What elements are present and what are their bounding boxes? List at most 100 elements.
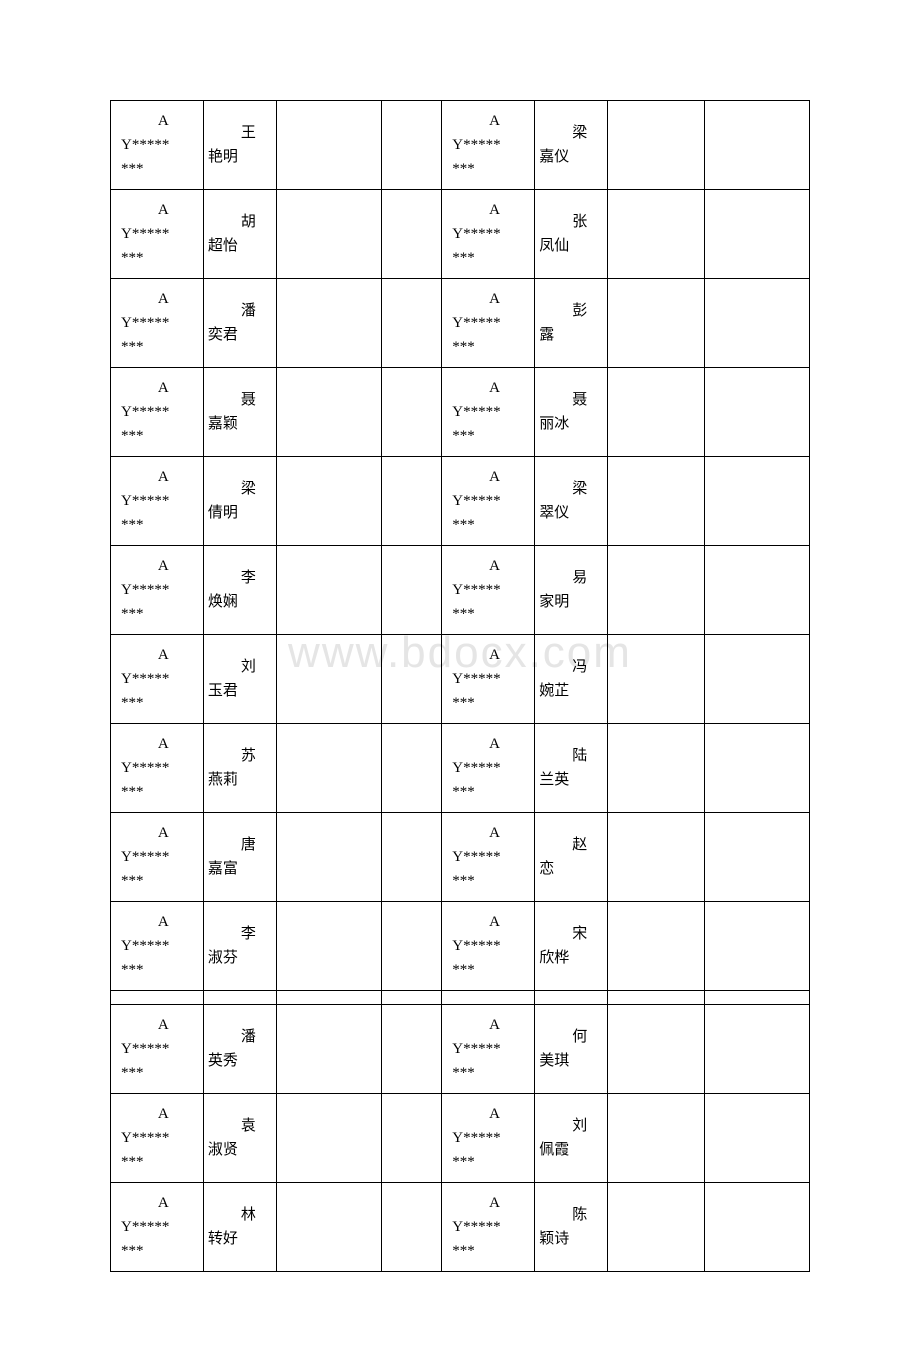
names-table: AY********王艳明 AY********梁嘉仪 AY********胡超…: [110, 100, 810, 1272]
empty-cell: [704, 1005, 809, 1094]
code-cell: AY********: [111, 190, 204, 279]
empty-cell: [381, 279, 442, 368]
empty-cell: [535, 991, 608, 1005]
code-cell: AY********: [442, 724, 535, 813]
empty-cell: [607, 101, 704, 190]
name-cell: 张凤仙: [535, 190, 608, 279]
empty-cell: [276, 546, 381, 635]
empty-cell: [704, 546, 809, 635]
code-cell: AY********: [111, 279, 204, 368]
empty-cell: [607, 813, 704, 902]
code-cell: AY********: [442, 1183, 535, 1272]
code-cell: AY********: [442, 813, 535, 902]
code-cell: AY********: [111, 368, 204, 457]
name-cell: 林转好: [203, 1183, 276, 1272]
empty-cell: [704, 457, 809, 546]
empty-cell: [607, 991, 704, 1005]
empty-cell: [276, 190, 381, 279]
empty-cell: [276, 1183, 381, 1272]
name-cell: 聂嘉颖: [203, 368, 276, 457]
empty-cell: [704, 635, 809, 724]
name-cell: 聂丽冰: [535, 368, 608, 457]
table-row: AY********王艳明 AY********梁嘉仪: [111, 101, 810, 190]
code-cell: AY********: [442, 368, 535, 457]
empty-cell: [381, 1183, 442, 1272]
code-cell: AY********: [111, 635, 204, 724]
empty-cell: [607, 546, 704, 635]
empty-cell: [607, 457, 704, 546]
table-row: AY********聂嘉颖 AY********聂丽冰: [111, 368, 810, 457]
code-cell: AY********: [111, 101, 204, 190]
code-cell: AY********: [442, 190, 535, 279]
table-row: AY********唐嘉富 AY********赵恋: [111, 813, 810, 902]
name-cell: 何美琪: [535, 1005, 608, 1094]
empty-cell: [704, 724, 809, 813]
code-cell: AY********: [111, 1094, 204, 1183]
name-cell: 王艳明: [203, 101, 276, 190]
empty-cell: [607, 1005, 704, 1094]
empty-cell: [381, 1005, 442, 1094]
table-row: AY********李焕娴 AY********易家明: [111, 546, 810, 635]
name-cell: 冯婉芷: [535, 635, 608, 724]
name-cell: 潘奕君: [203, 279, 276, 368]
empty-cell: [276, 635, 381, 724]
name-cell: 赵恋: [535, 813, 608, 902]
table-row: AY********胡超怡 AY********张凤仙: [111, 190, 810, 279]
code-cell: AY********: [442, 635, 535, 724]
empty-cell: [704, 813, 809, 902]
code-cell: AY********: [111, 546, 204, 635]
empty-cell: [607, 724, 704, 813]
empty-cell: [276, 991, 381, 1005]
name-cell: 胡超怡: [203, 190, 276, 279]
empty-cell: [607, 635, 704, 724]
empty-cell: [381, 991, 442, 1005]
code-cell: AY********: [111, 1005, 204, 1094]
name-cell: 李淑芬: [203, 902, 276, 991]
name-cell: 梁倩明: [203, 457, 276, 546]
table-row: AY********潘英秀 AY********何美琪: [111, 1005, 810, 1094]
empty-cell: [381, 457, 442, 546]
empty-cell: [276, 279, 381, 368]
name-cell: 李焕娴: [203, 546, 276, 635]
empty-cell: [704, 190, 809, 279]
name-cell: 陈颖诗: [535, 1183, 608, 1272]
code-cell: AY********: [442, 902, 535, 991]
table-row: AY********李淑芬 AY********宋欣桦: [111, 902, 810, 991]
name-cell: 刘玉君: [203, 635, 276, 724]
empty-cell: [276, 902, 381, 991]
empty-cell: [704, 902, 809, 991]
code-cell: AY********: [111, 724, 204, 813]
empty-cell: [276, 1005, 381, 1094]
empty-cell: [276, 1094, 381, 1183]
code-cell: AY********: [442, 101, 535, 190]
empty-cell: [381, 813, 442, 902]
name-cell: 宋欣桦: [535, 902, 608, 991]
empty-cell: [607, 368, 704, 457]
name-cell: 陆兰英: [535, 724, 608, 813]
empty-cell: [381, 1094, 442, 1183]
code-cell: AY********: [442, 1094, 535, 1183]
empty-cell: [704, 279, 809, 368]
table-row: AY********潘奕君 AY********彭露: [111, 279, 810, 368]
name-cell: 苏燕莉: [203, 724, 276, 813]
code-cell: AY********: [442, 1005, 535, 1094]
name-cell: 易家明: [535, 546, 608, 635]
table-row: AY********苏燕莉 AY********陆兰英: [111, 724, 810, 813]
empty-cell: [704, 1094, 809, 1183]
empty-cell: [607, 279, 704, 368]
empty-cell: [704, 991, 809, 1005]
empty-cell: [276, 101, 381, 190]
empty-cell: [381, 101, 442, 190]
empty-cell: [704, 101, 809, 190]
empty-cell: [381, 368, 442, 457]
table-row: AY********袁淑贤 AY********刘佩霞: [111, 1094, 810, 1183]
code-cell: AY********: [442, 279, 535, 368]
name-cell: 唐嘉富: [203, 813, 276, 902]
empty-cell: [276, 813, 381, 902]
empty-cell: [381, 635, 442, 724]
empty-cell: [607, 1094, 704, 1183]
table-row: AY********刘玉君 AY********冯婉芷: [111, 635, 810, 724]
name-cell: 袁淑贤: [203, 1094, 276, 1183]
code-cell: AY********: [111, 457, 204, 546]
empty-cell: [381, 902, 442, 991]
